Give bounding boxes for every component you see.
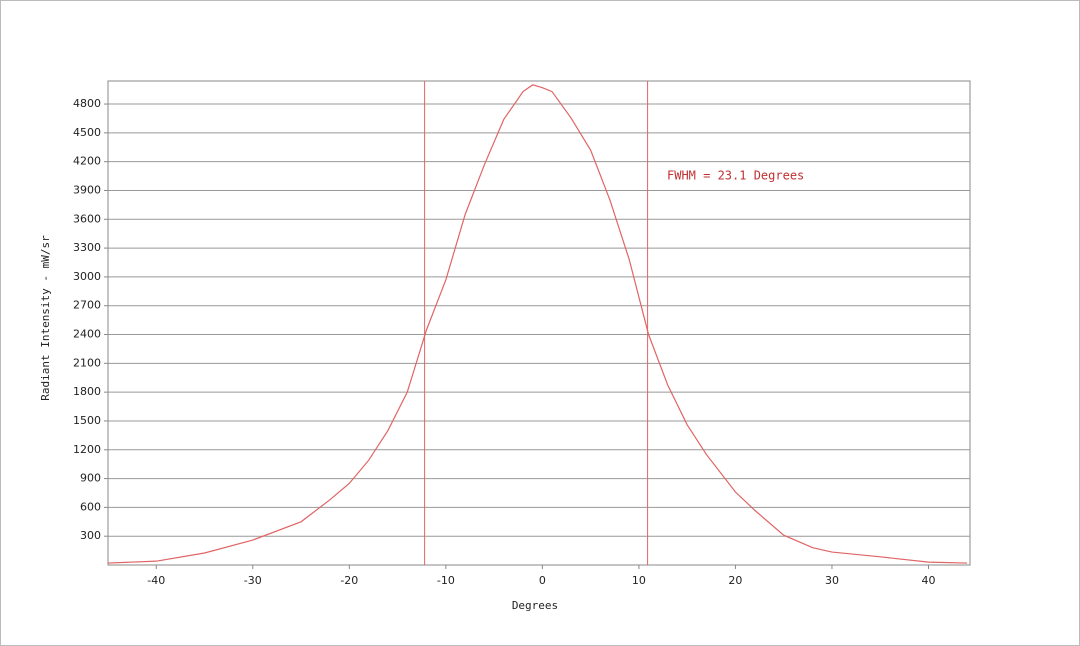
annotation: FWHM = 23.1 Degrees: [667, 169, 804, 183]
y-tick-label: 300: [80, 529, 101, 542]
y-tick-label: 3000: [73, 270, 101, 283]
x-tick-label: -30: [244, 574, 262, 587]
y-tick-label: 4200: [73, 155, 101, 168]
y-tick-label: 1800: [73, 385, 101, 398]
x-tick-label: -20: [340, 574, 358, 587]
y-tick-label: 3600: [73, 212, 101, 225]
x-tick-label: 40: [921, 574, 935, 587]
y-tick-label: 3300: [73, 241, 101, 254]
x-tick-label: -10: [437, 574, 455, 587]
y-tick-label: 2100: [73, 356, 101, 369]
plot-area: [107, 80, 971, 566]
y-axis-label: Radiant Intensity - mW/sr: [39, 235, 52, 401]
y-tick-label: 1200: [73, 443, 101, 456]
y-tick-label: 600: [80, 500, 101, 513]
y-tick-label: 2700: [73, 299, 101, 312]
x-tick-label: 20: [728, 574, 742, 587]
y-tick-label: 900: [80, 472, 101, 485]
y-tick-label: 3900: [73, 183, 101, 196]
y-tick-label: 1500: [73, 414, 101, 427]
y-tick-label: 2400: [73, 328, 101, 341]
x-tick-label: -40: [147, 574, 165, 587]
y-tick-label: 4800: [73, 97, 101, 110]
x-tick-label: 30: [825, 574, 839, 587]
y-tick-label: 4500: [73, 126, 101, 139]
x-axis-label: Degrees: [512, 599, 558, 612]
x-tick-label: 10: [632, 574, 646, 587]
data-line: [107, 84, 968, 564]
x-tick-label: 0: [539, 574, 546, 587]
